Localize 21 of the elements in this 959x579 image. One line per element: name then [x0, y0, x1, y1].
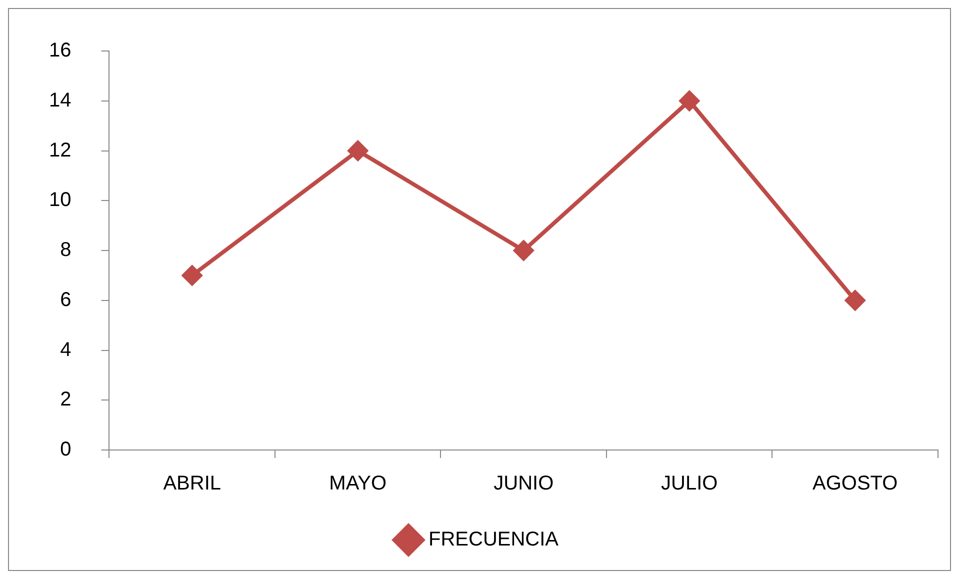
y-tick-label: 6: [60, 288, 72, 311]
y-tick-label: 16: [48, 40, 72, 62]
legend-label: FRECUENCIA: [428, 528, 560, 551]
y-tick-label: 4: [60, 338, 72, 361]
y-tick-label: 0: [60, 438, 72, 461]
point: [845, 290, 866, 310]
y-tick-label: 8: [60, 239, 72, 262]
y-tick-label: 2: [60, 388, 72, 411]
x-tick-label: AGOSTO: [812, 472, 898, 495]
x-tick-label: JUNIO: [494, 472, 554, 495]
point: [679, 90, 700, 111]
point: [348, 140, 368, 161]
point: [514, 240, 534, 260]
y-tick-label: 12: [48, 139, 72, 162]
y-tick-label: 10: [48, 189, 72, 212]
x-tick-label: JULIO: [661, 472, 718, 495]
chart-frame: FRECUENCIA ABRIL MAYO JUNIO JULIO AGOSTO 0 2 4 6 8 10 12 14 16: [8, 8, 951, 571]
y-tick-label: 14: [48, 89, 72, 112]
x-tick-label: MAYO: [329, 472, 387, 495]
x-tick-label: ABRIL: [163, 472, 222, 495]
point: [182, 265, 202, 286]
